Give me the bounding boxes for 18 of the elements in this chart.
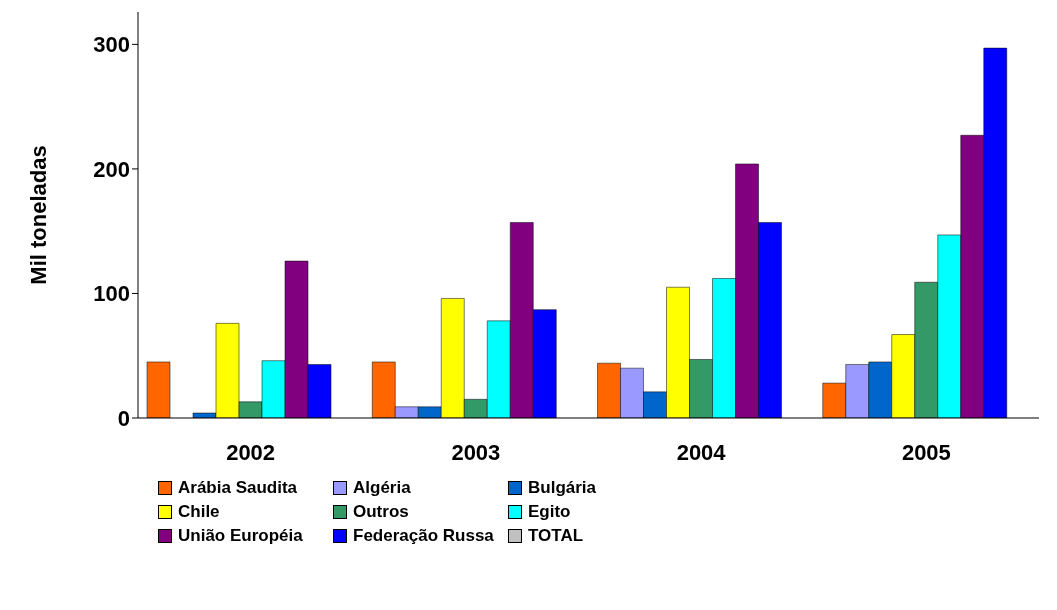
legend-label: Egito (528, 502, 571, 522)
y-tick-label: 100 (93, 281, 130, 307)
legend-label: Federação Russa (353, 526, 494, 546)
y-tick-label: 300 (93, 32, 130, 58)
legend-label: Outros (353, 502, 409, 522)
legend-label: Algéria (353, 478, 411, 498)
legend-label: Bulgária (528, 478, 597, 498)
x-tick-label: 2005 (901, 439, 951, 465)
x-tick-label: 2002 (226, 439, 276, 465)
legend-label: TOTAL (528, 526, 584, 546)
x-tick-label: 2004 (676, 439, 727, 465)
legend-label: Arábia Saudita (178, 478, 298, 498)
legend-label: Chile (178, 502, 220, 522)
y-axis-title: Mil toneladas (25, 145, 51, 285)
y-tick-label: 0 (117, 405, 130, 431)
y-tick-label: 200 (93, 156, 130, 182)
legend-label: União Européia (178, 526, 303, 546)
x-tick-label: 2003 (451, 439, 501, 465)
